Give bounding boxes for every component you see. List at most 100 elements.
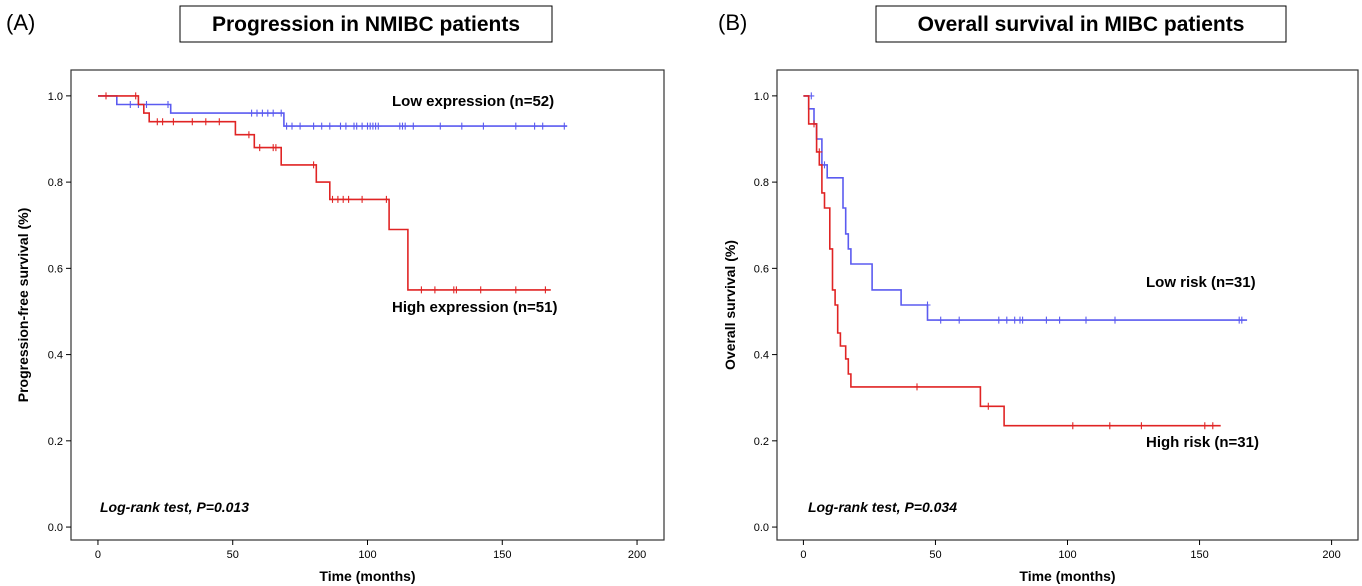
survival-step-line: [98, 95, 551, 291]
censor-mark: [189, 118, 196, 126]
y-tick-label: 0.8: [48, 177, 63, 189]
censor-mark: [159, 118, 166, 126]
censor-mark: [1011, 316, 1018, 324]
censor-mark: [914, 383, 920, 391]
series-label: Low expression (n=52): [392, 93, 554, 110]
chart-panel-b: (B) Overall survival in MIBC patients 0 50 1…: [718, 5, 1359, 584]
censor-mark: [418, 286, 425, 294]
plot-frame: [70, 69, 665, 541]
censor-mark: [270, 109, 277, 117]
log-rank-annotation: Log-rank test, P=0.013: [100, 499, 249, 515]
x-tick-label: 200: [628, 549, 646, 561]
censor-mark: [1019, 316, 1026, 324]
censor-mark: [127, 101, 134, 108]
x-tick-label: 100: [1058, 549, 1076, 561]
censor-mark: [264, 109, 271, 117]
chart-title-box: [179, 5, 553, 43]
censor-mark: [477, 286, 484, 294]
censor-mark: [410, 122, 417, 130]
censor-mark: [811, 120, 817, 128]
plot-frame: [776, 69, 1359, 541]
censor-mark: [437, 122, 444, 130]
y-tick-label: 0.4: [48, 350, 63, 362]
censor-mark: [1201, 422, 1208, 430]
censor-mark: [1083, 316, 1089, 324]
censor-mark: [402, 122, 409, 130]
censor-mark: [254, 109, 260, 117]
x-tick-label: 200: [1322, 549, 1340, 561]
censor-mark: [289, 122, 295, 130]
survival-step-line: [803, 95, 1221, 427]
x-tick-label: 0: [95, 549, 101, 561]
censor-mark: [453, 286, 460, 294]
censor-mark: [202, 118, 209, 126]
panel-letter: (B): [718, 10, 747, 35]
censor-mark: [359, 195, 366, 203]
y-tick-label: 1.0: [48, 91, 63, 103]
chart-title: Progression in NMIBC patients: [212, 13, 520, 36]
censor-mark: [170, 118, 177, 126]
y-tick-label: 0.6: [754, 263, 769, 275]
censor-mark: [272, 144, 279, 152]
censor-mark: [256, 144, 263, 152]
censor-mark: [310, 122, 317, 130]
x-tick-label: 100: [358, 549, 376, 561]
series-high: [803, 95, 1221, 430]
censor-mark: [245, 131, 252, 139]
censor-mark: [310, 161, 317, 169]
censor-mark: [359, 122, 366, 130]
y-tick-label: 0.2: [754, 436, 769, 448]
series-label: High expression (n=51): [392, 299, 557, 316]
censor-mark: [512, 122, 519, 130]
y-axis-title: Overall survival (%): [722, 240, 738, 370]
censor-mark: [542, 286, 549, 294]
censor-mark: [216, 118, 223, 126]
y-tick-label: 1.0: [754, 91, 769, 103]
x-tick-label: 50: [227, 549, 239, 561]
censor-mark: [1106, 422, 1113, 430]
series-low: [98, 95, 568, 130]
censor-mark: [375, 122, 382, 130]
censor-mark: [132, 92, 139, 100]
y-axis-title: Progression-free survival (%): [15, 208, 31, 403]
y-tick-label: 0.0: [48, 522, 63, 534]
y-tick-label: 0.0: [754, 522, 769, 534]
censor-mark: [318, 122, 325, 130]
x-axis-title: Time (months): [319, 568, 415, 584]
censor-mark: [1138, 422, 1145, 430]
censor-mark: [353, 122, 360, 130]
censor-mark: [1069, 422, 1076, 430]
y-tick-label: 0.2: [48, 436, 63, 448]
censor-mark: [154, 118, 161, 126]
censor-mark: [1238, 316, 1245, 324]
censor-mark: [248, 109, 255, 117]
censor-mark: [816, 148, 823, 156]
chart-title: Overall survival in MIBC patients: [918, 13, 1245, 36]
censor-mark: [326, 122, 333, 130]
censor-mark: [995, 316, 1002, 324]
censor-mark: [345, 195, 352, 203]
y-tick-label: 0.4: [754, 350, 769, 362]
censor-mark: [297, 122, 304, 130]
censor-mark: [937, 316, 944, 324]
chart-panel-a: (A) Progression in NMIBC patients 0 50 100 15…: [6, 5, 665, 584]
y-tick-label: 0.6: [48, 263, 63, 275]
x-axis-title: Time (months): [1019, 568, 1115, 584]
censor-mark: [539, 122, 546, 130]
censor-mark: [985, 402, 992, 410]
censor-mark: [512, 286, 519, 294]
y-tick-label: 0.8: [754, 177, 769, 189]
censor-mark: [383, 195, 390, 203]
censor-mark: [561, 122, 568, 130]
censor-mark: [956, 316, 963, 324]
censor-mark: [480, 122, 487, 130]
series-high: [98, 92, 551, 294]
x-tick-label: 0: [800, 549, 806, 561]
censor-mark: [458, 122, 465, 130]
censor-mark: [342, 122, 349, 130]
chart-title-box: [875, 5, 1287, 43]
series-label: Low risk (n=31): [1146, 274, 1256, 291]
censor-mark: [531, 122, 538, 130]
censor-mark: [1056, 316, 1063, 324]
